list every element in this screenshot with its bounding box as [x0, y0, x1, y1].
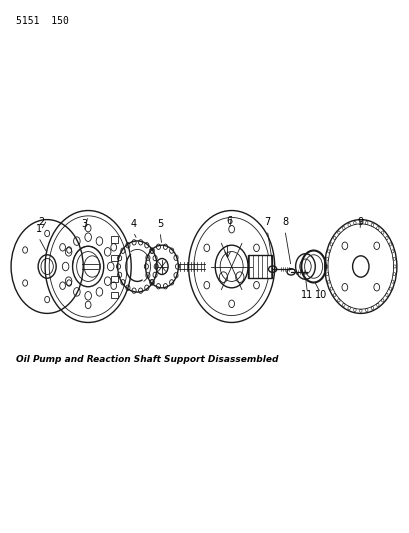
Text: 5151  150: 5151 150 [16, 16, 69, 26]
Text: 7: 7 [263, 217, 270, 227]
Text: 10: 10 [314, 290, 326, 301]
Text: 8: 8 [281, 217, 287, 227]
Text: 4: 4 [130, 219, 136, 229]
Text: Oil Pump and Reaction Shaft Support Disassembled: Oil Pump and Reaction Shaft Support Disa… [16, 356, 278, 365]
Text: 2: 2 [38, 217, 44, 227]
Polygon shape [130, 249, 150, 281]
FancyBboxPatch shape [247, 255, 271, 278]
Text: 9: 9 [356, 217, 362, 227]
Text: 5: 5 [156, 219, 163, 229]
Text: 6: 6 [226, 216, 232, 226]
Text: 11: 11 [301, 290, 313, 301]
Text: 1: 1 [36, 224, 41, 234]
Text: 3: 3 [81, 219, 87, 229]
